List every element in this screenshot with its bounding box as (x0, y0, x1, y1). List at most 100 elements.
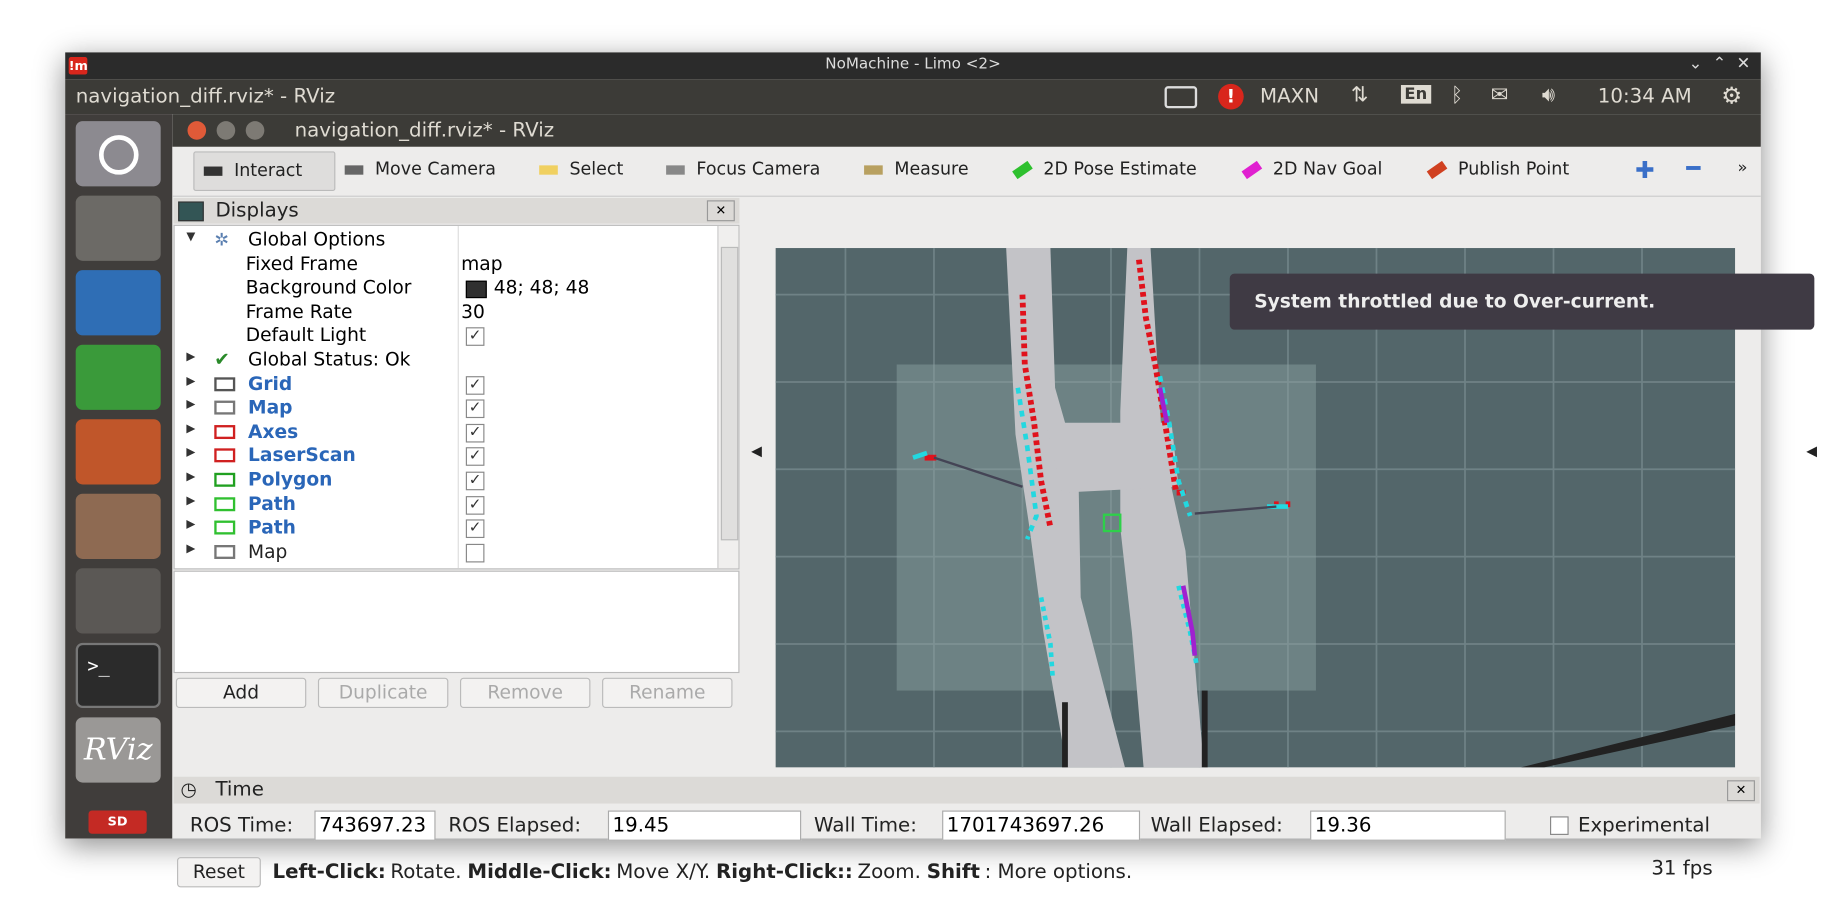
checkbox[interactable] (465, 543, 485, 563)
network-indicator[interactable]: ⇅ (1350, 82, 1369, 108)
property-name: Default Light (245, 324, 367, 347)
title-bar: !m NoMachine - Limo <2> ⌄ ⌃ ✕ (65, 52, 1761, 80)
clock[interactable]: 10:34 AM (1597, 85, 1692, 109)
time-title: Time (215, 777, 264, 802)
checkbox[interactable]: ✓ (465, 447, 485, 467)
tool-label: Measure (894, 158, 969, 180)
mail-indicator[interactable]: ✉ (1490, 82, 1509, 108)
expand-arrow[interactable]: ▶ (186, 494, 196, 508)
time-header: ◷ Time ✕ (173, 776, 1760, 804)
panel-close[interactable]: ✕ (1727, 780, 1755, 802)
tool-icon (864, 165, 883, 175)
checkbox[interactable]: ✓ (465, 375, 485, 395)
panel-button[interactable]: Remove (459, 677, 591, 709)
time-value[interactable]: 19.45 (607, 810, 802, 841)
expand-arrow[interactable]: ▶ (186, 470, 196, 484)
status-part: Rotate. (390, 860, 462, 884)
time-value[interactable]: 19.36 (1310, 810, 1506, 841)
display-label[interactable]: Map (248, 540, 288, 563)
zoom-in-tool[interactable]: ✚ (1635, 156, 1655, 184)
time-label: Wall Time: (814, 814, 917, 838)
display-label[interactable]: Map (248, 396, 293, 419)
display-label[interactable]: Polygon (248, 468, 333, 491)
expand-arrow[interactable]: ▶ (186, 350, 196, 364)
expand-arrow[interactable]: ▶ (186, 374, 196, 388)
time-fields: ROS Time: 743697.23 ROS Elapsed: 19.45 Wall … (172, 810, 1760, 846)
property-value[interactable]: map (461, 252, 503, 275)
tree-label: Global Options (248, 228, 386, 251)
launcher-files[interactable] (75, 195, 161, 261)
property-value[interactable]: 48; 48; 48 (493, 276, 590, 299)
panel-button[interactable]: Duplicate (317, 677, 449, 709)
bluetooth-indicator[interactable]: ᛒ (1451, 83, 1463, 108)
launcher-rviz[interactable]: RViz (75, 717, 161, 783)
checkbox[interactable]: ✓ (465, 399, 485, 419)
launcher-software[interactable] (75, 493, 161, 559)
maximize-button[interactable] (245, 121, 265, 140)
status-part: Left-Click: (272, 860, 386, 884)
panel-button[interactable]: Add (175, 677, 307, 709)
nomachine-indicator[interactable] (1164, 86, 1198, 109)
expand-arrow[interactable]: ▶ (186, 398, 196, 412)
toolbar-overflow[interactable]: » (1737, 158, 1748, 178)
tool-icon (539, 165, 558, 175)
column-divider (457, 225, 459, 569)
status-part: Middle-Click: (467, 860, 612, 884)
checkbox[interactable]: ✓ (465, 423, 485, 443)
system-menu[interactable]: ⚙ (1721, 81, 1743, 110)
keyboard-indicator[interactable]: En (1400, 85, 1431, 104)
expand-arrow[interactable]: ▼ (186, 230, 196, 244)
minimize-button[interactable] (216, 121, 236, 140)
property-value[interactable]: 30 (461, 300, 485, 323)
power-mode[interactable]: MAXN (1260, 85, 1320, 109)
checkbox[interactable]: ✓ (465, 495, 485, 515)
expand-arrow[interactable]: ▶ (186, 542, 196, 556)
display-label[interactable]: Path (248, 492, 296, 515)
experimental-checkbox[interactable] (1550, 816, 1569, 835)
checkbox[interactable]: ✓ (465, 327, 485, 347)
expand-arrow[interactable]: ▶ (186, 518, 196, 532)
alert-indicator[interactable]: ! (1218, 83, 1244, 110)
window-controls[interactable]: ⌄ ⌃ ✕ (1688, 54, 1751, 74)
tool-icon (1426, 160, 1448, 180)
launcher-dash[interactable] (75, 121, 161, 187)
display-label[interactable]: Grid (248, 372, 293, 395)
launcher-terminal[interactable]: >_ (75, 642, 161, 709)
reset-button[interactable]: Reset (177, 857, 261, 888)
collapse-left[interactable]: ◀ (751, 442, 762, 459)
tree-scrollbar[interactable] (717, 225, 739, 569)
status-part: Right-Click:: (716, 860, 853, 884)
checkbox[interactable]: ✓ (465, 519, 485, 539)
time-value[interactable]: 1701743697.26 (942, 810, 1141, 841)
panel-button[interactable]: Rename (602, 677, 733, 709)
close-button[interactable] (187, 121, 207, 140)
tool-label: 2D Pose Estimate (1043, 158, 1197, 180)
walls (1062, 690, 1736, 768)
time-label: ROS Time: (189, 814, 294, 838)
launcher-impress[interactable] (75, 419, 161, 485)
app-title: navigation_diff.rviz* - RViz (75, 85, 336, 109)
collapse-right[interactable]: ◀ (1806, 442, 1817, 459)
tool-icon (666, 165, 685, 175)
launcher-settings[interactable] (75, 568, 161, 634)
zoom-out-tool[interactable]: ━ (1686, 153, 1701, 182)
expand-arrow[interactable]: ▶ (186, 422, 196, 436)
checkbox[interactable]: ✓ (465, 471, 485, 491)
sound-indicator[interactable]: 🔊︎ (1541, 82, 1556, 108)
launcher-sd[interactable]: SD (88, 810, 147, 834)
display-label[interactable]: LaserScan (248, 444, 356, 467)
launcher-writer[interactable] (75, 270, 161, 336)
render-view[interactable] (775, 248, 1736, 768)
display-label[interactable]: Axes (248, 420, 299, 443)
time-value[interactable]: 743697.23 (314, 810, 436, 841)
time-icon: ◷ (180, 777, 197, 801)
ray (1194, 505, 1277, 515)
display-label[interactable]: Path (248, 516, 296, 539)
status-part: Shift (926, 860, 980, 884)
tool-button[interactable]: Interact (193, 151, 336, 191)
panel-close[interactable]: ✕ (706, 200, 735, 222)
launcher-calc[interactable] (75, 344, 161, 410)
expand-arrow[interactable]: ▶ (186, 446, 196, 460)
